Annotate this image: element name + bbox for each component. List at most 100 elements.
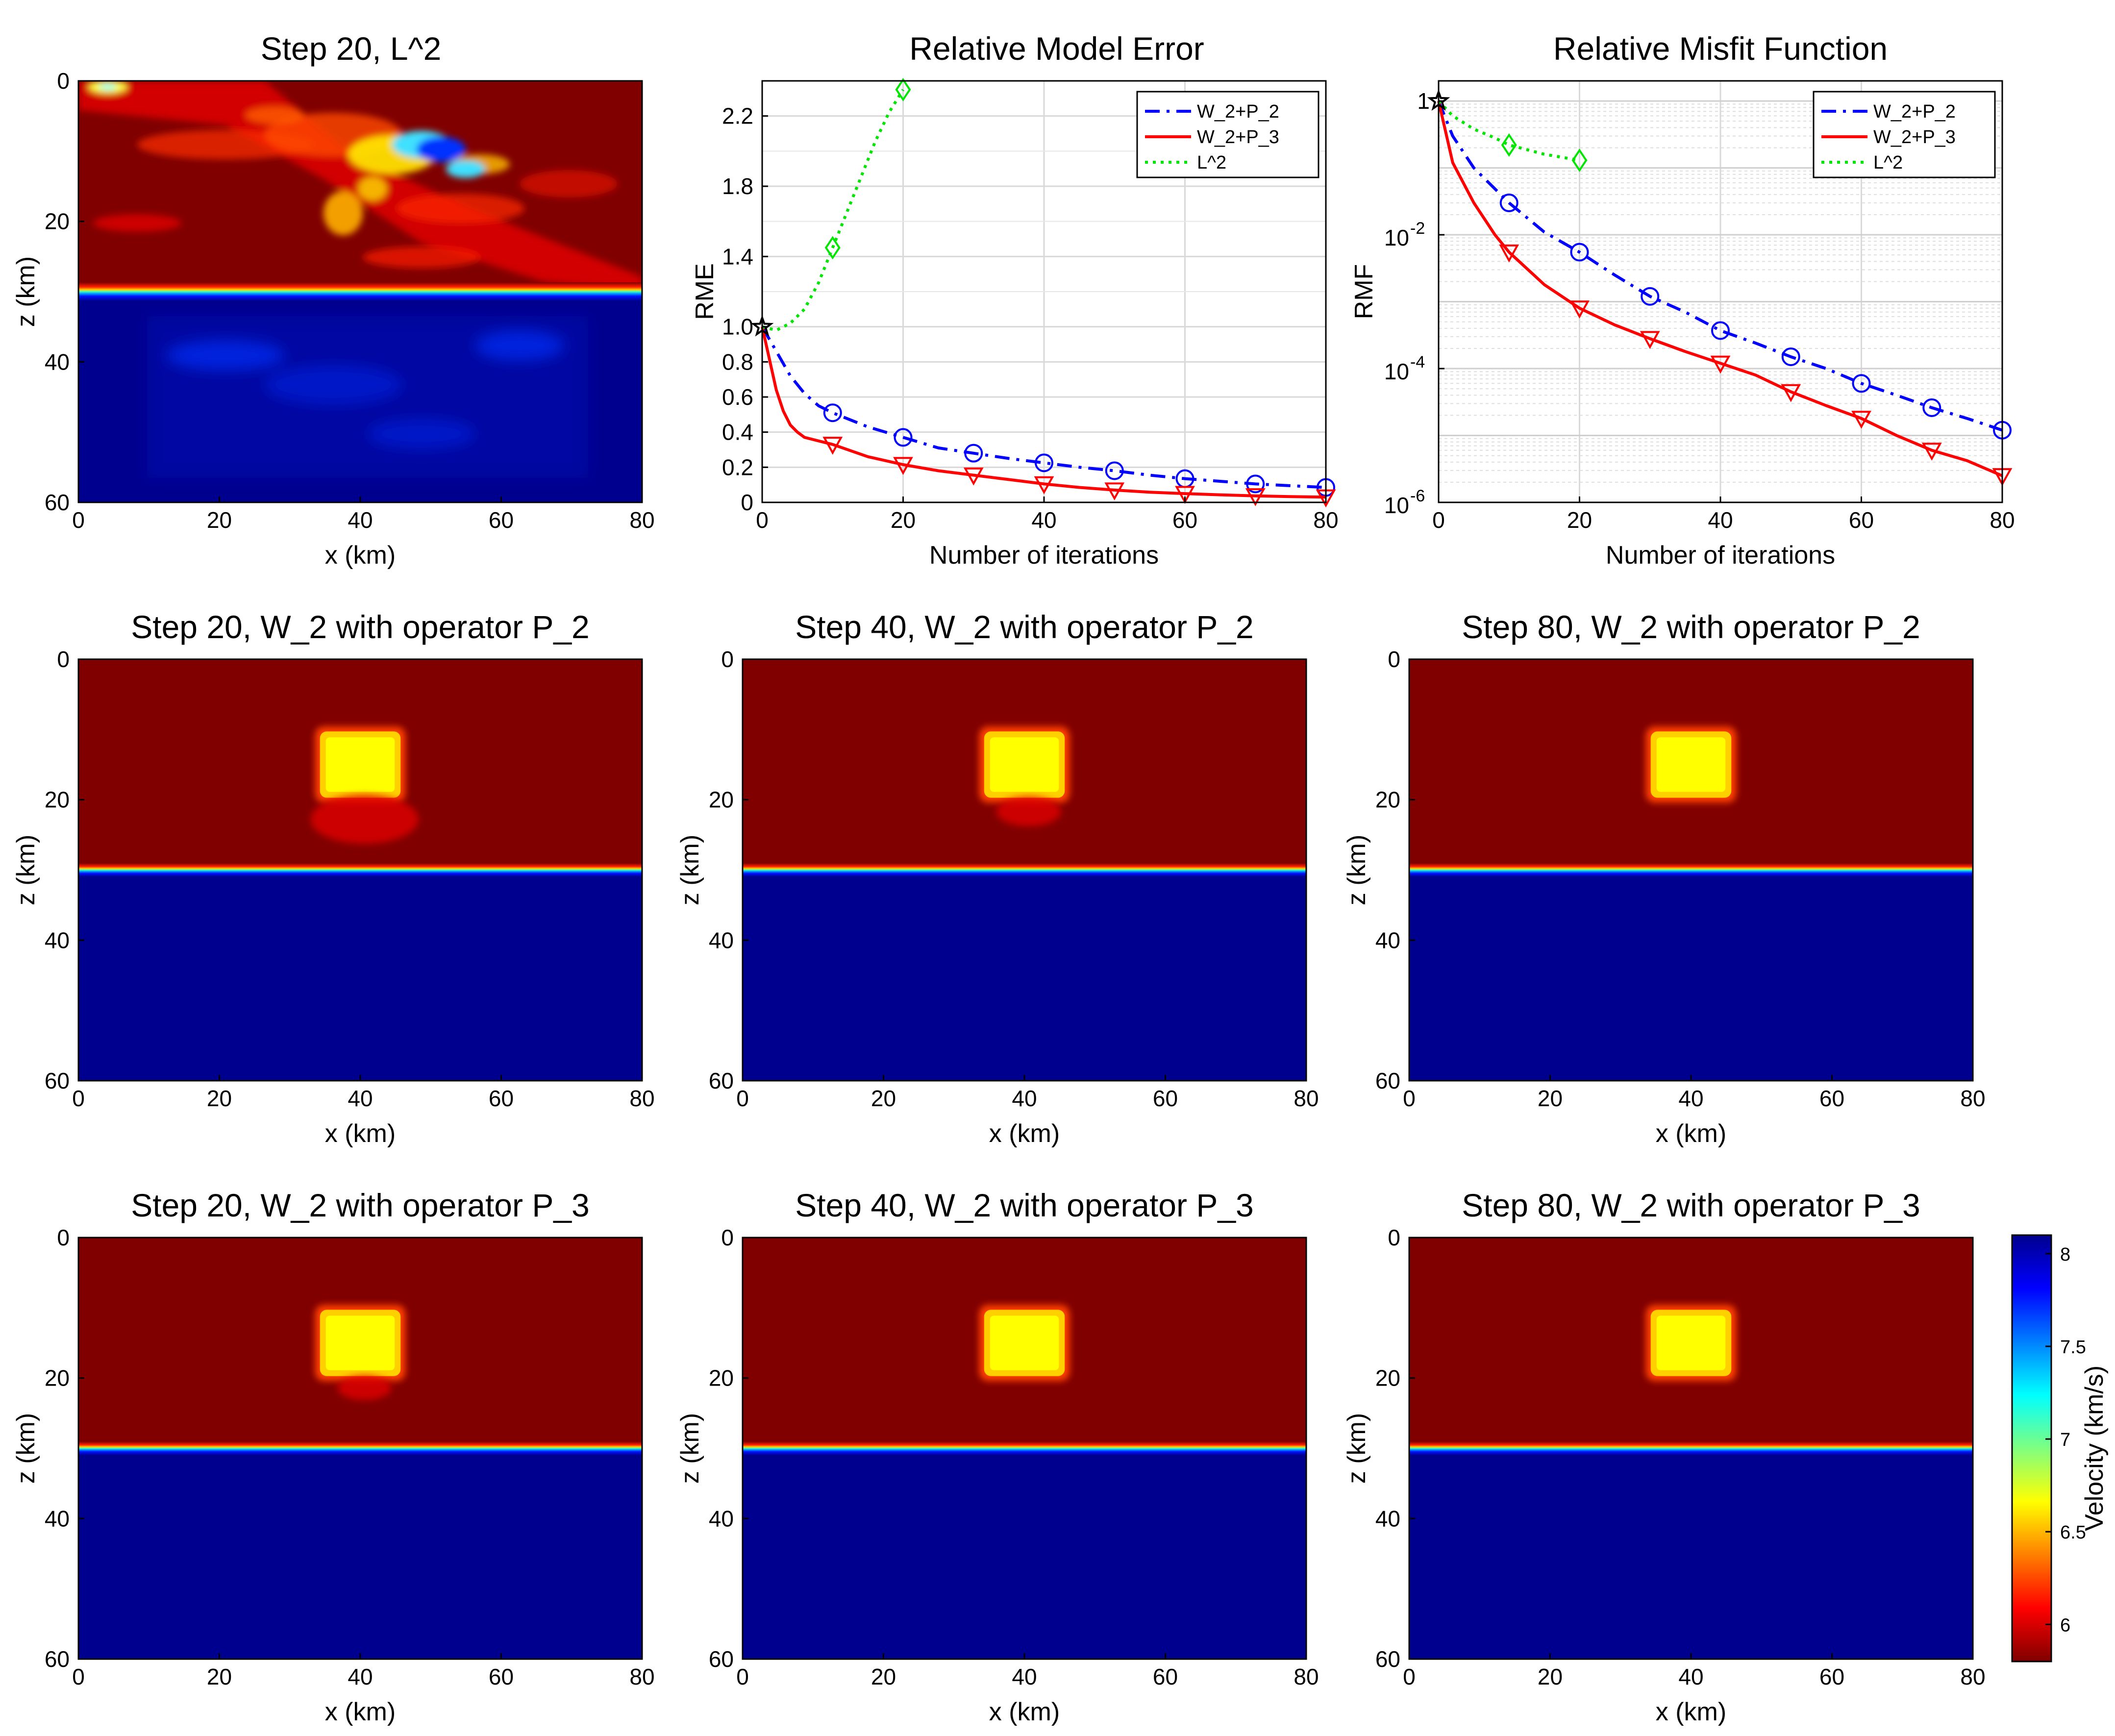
- panel-title: Step 40, W_2 with operator P_3: [795, 1187, 1254, 1223]
- marker-triangle-down: [1569, 300, 1590, 319]
- panel-title: Step 40, W_2 with operator P_2: [795, 609, 1254, 645]
- ticks: 0 20 40 60 80 0 0.2 0.4 0.6 0.8 1.0 1.4 1.8 2.2: [722, 103, 1339, 533]
- marker-triangle-down: [1034, 476, 1054, 495]
- series-line: [761, 326, 1326, 499]
- x-tick-label: 60: [489, 507, 514, 533]
- colorbar: 6 6.5 7 7.5 8 Velocity (km/s): [2011, 1234, 2109, 1662]
- lower-layer: [1409, 1448, 1973, 1659]
- series-L^2: [1437, 100, 1588, 173]
- ticks: 0 20 40 60 80 0 20 40 60: [45, 1225, 655, 1689]
- x-tick-label: 40: [1678, 1664, 1703, 1689]
- panel-p3-step40: Step 40, W_2 with operator P_30 20 40 60 800…: [676, 1187, 1319, 1726]
- y-tick-label: 20: [1375, 787, 1400, 813]
- velocity-image: [78, 81, 642, 502]
- interface-30km: [743, 1441, 1306, 1455]
- x-tick-label: 60: [489, 1086, 514, 1111]
- y-tick-label: 0: [57, 1225, 70, 1250]
- x-tick-label: 20: [891, 507, 916, 533]
- x-tick-label: 40: [348, 1664, 373, 1689]
- x-tick-label: 40: [1031, 507, 1056, 533]
- ticks: 0 20 40 60 80 0 20 40 60: [45, 68, 655, 533]
- y-tick-label: 0: [721, 646, 734, 672]
- anomaly-core: [325, 737, 395, 792]
- x-tick-label: 80: [1960, 1664, 1985, 1689]
- x-tick-label: 0: [1403, 1664, 1416, 1689]
- anomaly: [979, 1305, 1070, 1381]
- y-tick-label: 40: [45, 927, 70, 953]
- y-tick-label: 20: [709, 1365, 734, 1391]
- lower-layer: [78, 1448, 642, 1659]
- ticks: 0 20 40 60 80 0 20 40 60: [709, 1225, 1319, 1689]
- x-tick-label: 0: [756, 507, 769, 533]
- legend-label: L^2: [1197, 152, 1226, 173]
- legend-box: [1136, 91, 1319, 178]
- marker-circle: [1641, 287, 1660, 306]
- y-tick-base: 1: [1417, 88, 1430, 114]
- x-axis-label: x (km): [325, 541, 396, 570]
- marker-diamond: [895, 77, 911, 101]
- y-tick-label: 1.8: [722, 174, 753, 199]
- legend: W_2+P_2 W_2+P_3 L^2: [1813, 91, 1996, 178]
- marker-circle: [1035, 453, 1053, 472]
- y-tick-label: 20: [45, 1365, 70, 1391]
- y-axis-label: z (km): [676, 835, 704, 905]
- y-tick-label: 40: [45, 1506, 70, 1531]
- panel-p2-step80: Step 80, W_2 with operator P_20 20 40 60 800…: [1343, 609, 1986, 1148]
- plot-area: [750, 77, 1336, 508]
- y-tick-label: 20: [45, 787, 70, 813]
- legend-label: W_2+P_2: [1197, 101, 1279, 122]
- marker-circle: [1105, 461, 1124, 480]
- y-tick-label: 0: [57, 646, 70, 672]
- plot-area: [1427, 89, 2013, 486]
- y-tick-label: 0: [57, 68, 70, 94]
- marker-triangle-down: [1175, 486, 1195, 504]
- interface-30km: [78, 863, 642, 877]
- x-tick-label: 60: [1819, 1086, 1844, 1111]
- panel-title: Step 20, W_2 with operator P_2: [131, 609, 590, 645]
- colorbar-ticks: 6 6.5 7 7.5 8: [2045, 1244, 2086, 1636]
- panel-p2-step20: Step 20, W_2 with operator P_20 20 40 60 800…: [12, 609, 655, 1148]
- panel-rme: Relative Model Error 0 20 40 60 80 0 0.2 0.4 0.6…: [691, 30, 1339, 570]
- y-tick-label: 60: [1375, 1646, 1400, 1672]
- y-tick-exp: -4: [1410, 353, 1425, 372]
- marker-diamond: [1501, 133, 1517, 157]
- legend-box: [1813, 91, 1996, 178]
- artifact: [996, 796, 1061, 826]
- marker-circle: [1570, 243, 1589, 262]
- panel-title: Relative Model Error: [909, 30, 1204, 67]
- x-tick-label: 60: [1153, 1086, 1178, 1111]
- anomaly-core: [1656, 737, 1726, 792]
- y-tick-exp: -2: [1410, 219, 1425, 238]
- y-tick-base: 10: [1384, 359, 1409, 384]
- legend-label: L^2: [1873, 152, 1903, 173]
- anomaly-core: [325, 1315, 395, 1370]
- series-line: [762, 89, 905, 332]
- x-tick-label: 20: [207, 1086, 232, 1111]
- artifact: [337, 1375, 392, 1400]
- x-tick-label: 40: [1708, 507, 1733, 533]
- marker-circle: [964, 444, 983, 463]
- y-tick-label: 0: [1388, 1225, 1400, 1250]
- x-tick-label: 40: [1012, 1086, 1037, 1111]
- colorbar-tick-label: 7: [2060, 1430, 2070, 1450]
- marker-triangle-down: [1921, 443, 1942, 461]
- ticks: 0 20 40 60 80 0 20 40 60: [45, 646, 655, 1111]
- marker-triangle-down: [1245, 488, 1266, 506]
- marker-triangle-down: [893, 457, 913, 475]
- x-tick-label: 80: [629, 1086, 654, 1111]
- interface-30km: [78, 282, 642, 301]
- marker-diamond: [824, 236, 841, 260]
- panel-title: Step 20, W_2 with operator P_3: [131, 1187, 590, 1223]
- colorbar-tick-label: 6.5: [2060, 1522, 2086, 1543]
- x-tick-label: 0: [72, 1664, 85, 1689]
- y-tick-label: 60: [1375, 1068, 1400, 1093]
- x-tick-label: 20: [207, 507, 232, 533]
- y-tick-base: 10: [1384, 225, 1409, 250]
- legend-label: W_2+P_2: [1873, 101, 1956, 122]
- y-tick-label: 60: [45, 490, 70, 515]
- x-axis-label: x (km): [989, 1698, 1060, 1726]
- panel-p2-step40: Step 40, W_2 with operator P_20 20 40 60 800…: [676, 609, 1319, 1148]
- colorbar-gradient: [2011, 1234, 2052, 1662]
